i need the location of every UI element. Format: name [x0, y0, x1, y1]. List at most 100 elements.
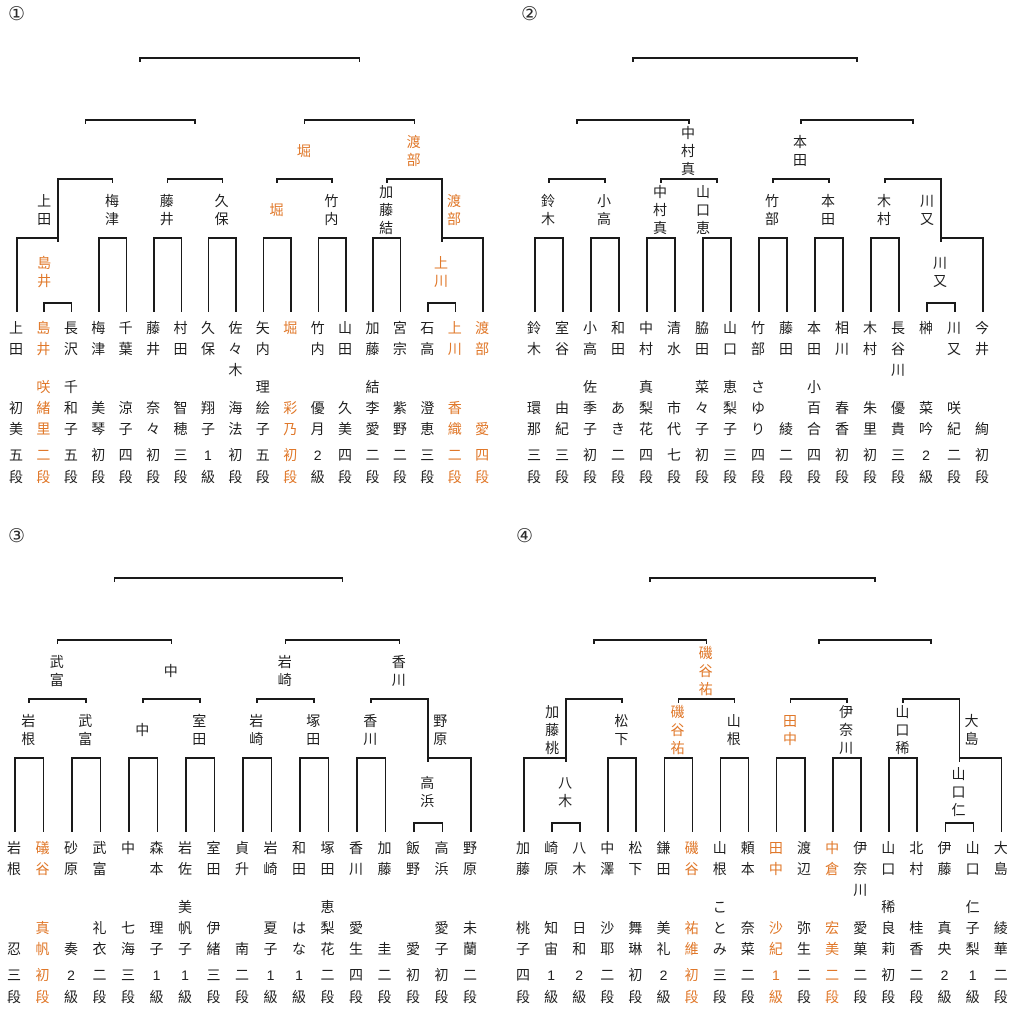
semifinal-line [576, 119, 690, 121]
player-rank: 2 級 [919, 447, 933, 485]
player-rank: 三 段 [723, 447, 737, 485]
bracket-leg [358, 57, 361, 62]
player-family-name: 脇 田 [695, 320, 709, 357]
winner-label: 香 川 [391, 653, 406, 688]
player-rank: 二 段 [320, 967, 335, 1005]
player-rank: 四 段 [338, 447, 353, 485]
winner-label: 竹 内 [324, 192, 339, 227]
bracket-leg [70, 302, 73, 312]
quarterfinal-line [166, 178, 224, 180]
player-given-name: 愛 [406, 941, 420, 957]
semifinal-line [593, 639, 708, 641]
pre-winner-label: 高 浜 [420, 774, 435, 809]
player-given-name: 海 法 [228, 400, 243, 437]
player-given-name: 朱 里 [863, 400, 877, 437]
player-given-name: 沙 紀 [768, 920, 783, 957]
winner-label: 鈴 木 [541, 192, 555, 227]
round1-line [262, 237, 292, 239]
winner-label: 中 村 真 [653, 183, 667, 236]
bracket-leg [317, 237, 320, 312]
bracket-leg [972, 822, 975, 832]
bracket-leg [85, 698, 87, 703]
bracket-leg [242, 757, 244, 832]
player-rank: 四 段 [751, 447, 765, 485]
player-given-name: 香 織 [447, 400, 462, 437]
bracket-leg [441, 822, 443, 832]
player-family-name: 佐 々 木 [228, 320, 243, 378]
pre-round-line [551, 822, 581, 824]
bracket-leg [185, 757, 187, 832]
player-rank: 二 段 [779, 447, 793, 485]
player-given-name: 菜 々 子 [695, 379, 709, 437]
player-rank: 五 段 [255, 447, 270, 485]
player-given-name: 優 貴 [891, 400, 905, 437]
bracket-leg [221, 178, 224, 183]
semifinal-line [818, 639, 932, 641]
player-family-name: 中 澤 [600, 840, 615, 877]
bracket-leg [884, 178, 886, 183]
bracket-leg [180, 237, 183, 312]
player-given-name: 美 琴 [91, 400, 106, 437]
player-family-name: 岩 崎 [263, 840, 278, 877]
winner-label: 武 富 [49, 653, 64, 688]
player-family-name: 中 [121, 840, 135, 856]
bracket-leg [632, 57, 634, 62]
bracket-leg [828, 178, 830, 183]
bracket-leg [128, 757, 130, 832]
player-family-name: 上 田 [9, 320, 23, 357]
player-family-name: 堀 [283, 320, 298, 336]
player-given-name: 愛 [475, 421, 490, 437]
player-rank: 初 段 [881, 967, 896, 1005]
player-rank: 三 段 [7, 967, 21, 1005]
pre-winner-label: 八 木 [558, 774, 573, 809]
winner-label: 伊 奈 川 [839, 703, 854, 756]
player-rank: 二 段 [463, 967, 477, 1005]
player-family-name: 竹 内 [310, 320, 325, 357]
bracket-leg [954, 302, 956, 312]
winner-label: 小 高 [597, 192, 611, 227]
player-given-name: 理 子 [149, 920, 164, 957]
round1-line [185, 757, 215, 759]
bracket-leg [846, 698, 848, 703]
player-given-name: 日 和 [572, 920, 587, 957]
player-given-name: 礼 衣 [92, 920, 107, 957]
bracket-leg [71, 757, 73, 832]
winner-label: 岩 根 [21, 712, 36, 747]
quarterfinal-line [386, 178, 443, 180]
player-given-name: 仁 子 梨 [965, 899, 980, 957]
bracket-leg [356, 757, 358, 832]
quarterfinal-line [677, 698, 736, 700]
bracket-leg [331, 178, 333, 183]
player-given-name: 環 那 [527, 400, 541, 437]
final-line [649, 577, 876, 579]
bracket-leg [688, 119, 690, 124]
round1-line [590, 237, 620, 239]
bracket-leg [113, 577, 116, 582]
player-family-name: 鎌 田 [656, 840, 671, 877]
player-family-name: 岩 根 [7, 840, 21, 877]
player-rank: 二 段 [377, 967, 392, 1005]
bracket-leg [814, 237, 816, 312]
player-given-name: 美 帆 子 [178, 899, 192, 957]
bracket-leg [702, 237, 704, 312]
player-family-name: 室 田 [206, 840, 221, 877]
player-family-name: 梅 津 [91, 320, 106, 357]
final-line [139, 57, 361, 59]
bracket-leg [621, 698, 623, 703]
quarterfinal-line [142, 698, 201, 700]
bracket-leg [733, 698, 736, 703]
player-family-name: 田 中 [768, 840, 783, 877]
bracket-2-number: ② [521, 4, 539, 25]
player-given-name: 智 穂 [173, 400, 188, 437]
player-rank: 二 段 [92, 967, 107, 1005]
player-given-name: 沙 耶 [600, 920, 615, 957]
player-rank: 1 級 [965, 967, 980, 1005]
bracket-leg [207, 237, 210, 312]
quarterfinal-line [902, 698, 961, 700]
bracket-leg [299, 757, 301, 832]
player-rank: 2 級 [310, 447, 325, 485]
player-rank: 二 段 [36, 447, 51, 485]
quarterfinal-line [660, 178, 718, 180]
winner-label: 渡 部 [447, 192, 461, 227]
player-family-name: 長 谷 川 [891, 320, 905, 378]
